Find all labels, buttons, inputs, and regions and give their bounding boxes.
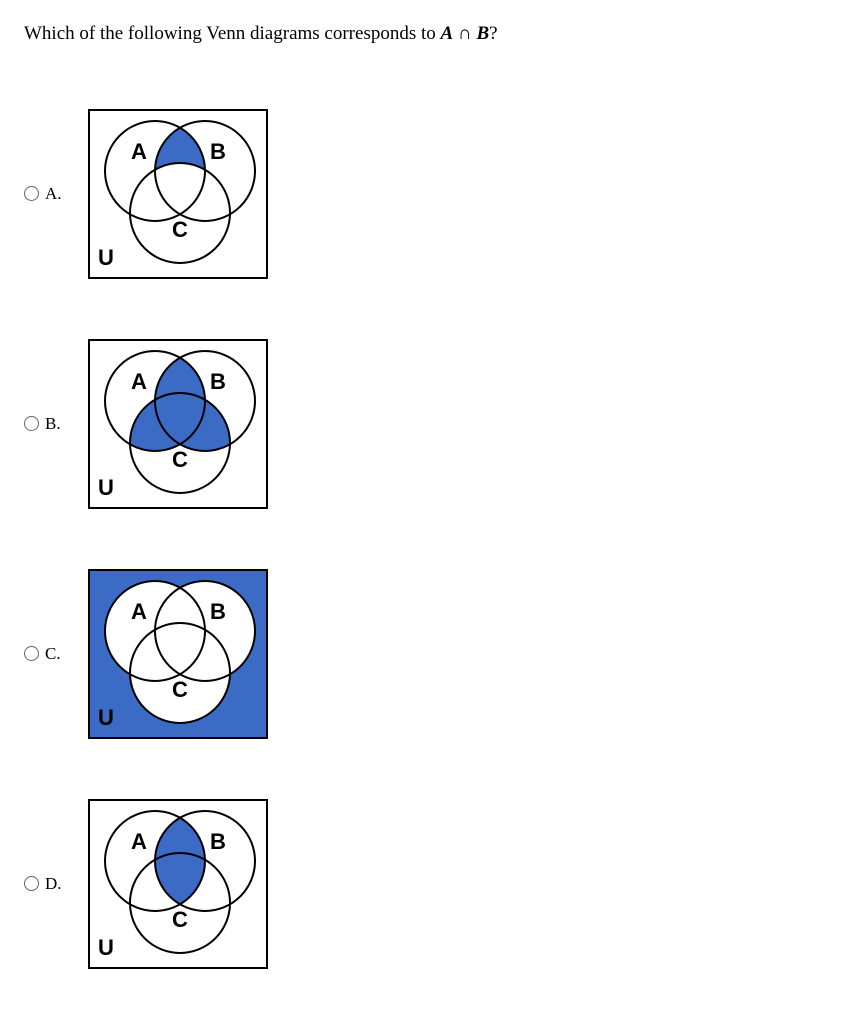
venn-diagram: A B C U [88,569,268,739]
question-text: Which of the following Venn diagrams cor… [24,20,825,49]
option-C[interactable]: C. [24,644,70,664]
venn-diagram: A B C U [88,109,268,279]
venn-diagram: A B C U [88,339,268,509]
radio-icon[interactable] [24,876,39,891]
option-label: A. [45,184,62,204]
svg-text:U: U [98,475,114,500]
svg-text:U: U [98,245,114,270]
question-prefix: Which of the following Venn diagrams cor… [24,23,441,44]
option-label: C. [45,644,61,664]
option-A[interactable]: A. [24,184,70,204]
svg-text:C: C [172,217,188,242]
venn-diagram: A B C U [88,799,268,969]
svg-text:U: U [98,705,114,730]
svg-text:B: B [210,369,226,394]
option-row: C. A B C U [24,569,825,739]
svg-text:B: B [210,139,226,164]
svg-text:B: B [210,829,226,854]
expr-op: ∩ [453,23,476,44]
option-row: B. A B C U [24,339,825,509]
option-row: A. A B C U [24,109,825,279]
svg-text:C: C [172,447,188,472]
svg-text:C: C [172,907,188,932]
svg-text:A: A [131,829,147,854]
radio-icon[interactable] [24,646,39,661]
svg-text:U: U [98,935,114,960]
option-row: D. A B C U [24,799,825,969]
svg-text:B: B [210,599,226,624]
option-label: D. [45,874,62,894]
option-B[interactable]: B. [24,414,70,434]
expr-a: A [441,23,454,44]
option-label: B. [45,414,61,434]
option-D[interactable]: D. [24,874,70,894]
svg-text:A: A [131,139,147,164]
svg-text:C: C [172,677,188,702]
options-container: A. A B C U B. A B C U C. A B C U D. A B C U [24,109,825,969]
svg-text:A: A [131,599,147,624]
radio-icon[interactable] [24,186,39,201]
expr-b: B [476,23,489,44]
radio-icon[interactable] [24,416,39,431]
svg-text:A: A [131,369,147,394]
question-suffix: ? [489,23,497,44]
